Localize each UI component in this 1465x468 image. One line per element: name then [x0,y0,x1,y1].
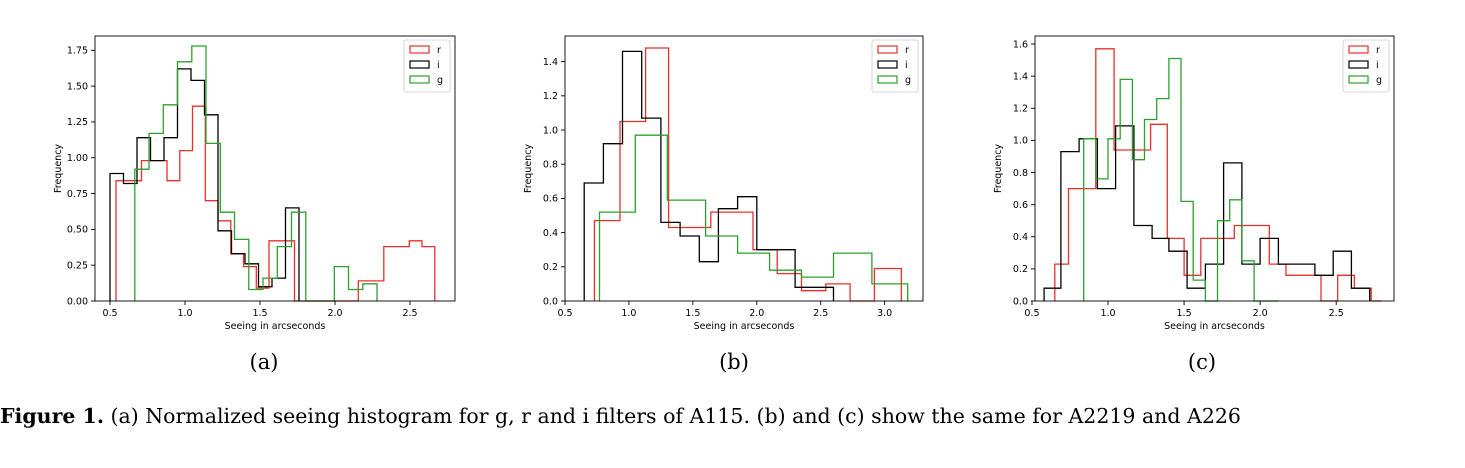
figure-caption-text: (a) Normalized seeing histogram for g, r… [103,404,1241,428]
histogram-chart-c: 0.5 1.0 1.5 2.0 2.5 0.0 0.2 0.4 0.6 0.8 1.0 1.2 1.4 1… [993,35,1395,332]
y-tick-label: 1.00 [67,153,88,164]
legend-label-i: i [905,60,908,71]
legend-swatch-r [409,45,430,54]
legend-swatch-g [877,75,898,84]
x-tick-label: 0.5 [557,308,572,319]
x-axis-label: Seeing in arcseconds [1164,321,1265,332]
legend-swatch-r [1348,45,1369,54]
y-tick-label: 1.4 [1013,71,1028,82]
legend-box [871,39,919,93]
x-tick-label: 2.0 [327,308,342,319]
x-tick-label: 2.0 [1253,308,1268,319]
plot-frame [94,35,456,302]
legend-swatch-i [409,60,430,69]
y-tick-label: 1.0 [543,125,558,136]
y-tick-label: 0.0 [1013,296,1028,307]
histogram-series-i [109,68,300,301]
plot-frame [564,35,924,302]
subfigure-label-b: (b) [719,350,749,374]
legend-box [1342,39,1390,93]
x-tick-label: 1.0 [177,308,192,319]
figure-caption: Figure 1. (a) Normalized seeing histogra… [0,404,1465,428]
y-tick-label: 1.2 [543,91,558,102]
y-tick-label: 0.75 [67,189,88,200]
legend-label-i: i [437,60,440,71]
y-tick-label: 0.2 [543,262,558,273]
plot-frame [1034,35,1395,302]
x-tick-label: 0.5 [1024,308,1039,319]
x-tick-label: 1.5 [1177,308,1192,319]
y-tick-label: 0.2 [1013,264,1028,275]
y-tick-label: 1.6 [1013,39,1028,50]
legend-swatch-r [877,45,898,54]
histogram-series-r [115,105,436,302]
legend-swatch-g [409,75,430,84]
y-tick-label: 0.00 [67,296,88,307]
y-tick-label: 1.25 [67,117,88,128]
legend-label-r: r [1376,45,1380,56]
x-tick-label: 2.0 [749,308,764,319]
legend: rig [1342,39,1390,93]
y-axis-label: Frequency [993,144,1004,193]
legend-label-g: g [1376,75,1382,86]
y-tick-label: 1.2 [1013,104,1028,115]
histogram-series-i [583,50,835,301]
y-tick-label: 1.0 [1013,136,1028,147]
y-tick-label: 0.8 [1013,168,1028,179]
histogram-series-g [134,45,378,302]
legend-swatch-g [1348,75,1369,84]
histogram-chart-a: 0.5 1.0 1.5 2.0 2.5 0.00 0.25 0.50 0.75 1.00 1.25 1… [53,35,456,332]
histogram-series-g [1083,57,1279,302]
y-tick-label: 0.6 [543,194,558,205]
y-tick-label: 0.4 [1013,232,1028,243]
y-axis-label: Frequency [523,144,534,193]
y-tick-label: 1.75 [67,46,88,57]
x-tick-label: 1.5 [252,308,267,319]
legend-label-i: i [1376,60,1379,71]
y-tick-label: 0.0 [543,296,558,307]
x-tick-label: 3.0 [877,308,892,319]
y-tick-label: 1.4 [543,57,558,68]
legend-swatch-i [1348,60,1369,69]
x-tick-label: 2.5 [1329,308,1344,319]
histogram-series-i [1043,125,1371,301]
subfigure-label-a: (a) [249,350,279,374]
figure-caption-label: Figure 1. [0,404,104,428]
histogram-series-r [1054,48,1382,302]
histogram-chart-b: 0.5 1.0 1.5 2.0 2.5 3.0 0.0 0.2 0.4 0.6 0.8 1.0 1.2 1… [523,35,924,332]
y-tick-label: 0.6 [1013,200,1028,211]
x-tick-label: 2.5 [813,308,828,319]
x-tick-label: 1.0 [1100,308,1115,319]
y-axis-label: Frequency [53,144,64,193]
x-tick-label: 1.0 [621,308,636,319]
histogram-series-g [598,134,909,301]
y-tick-label: 0.50 [67,225,88,236]
legend-label-r: r [437,45,441,56]
x-tick-label: 2.5 [402,308,417,319]
y-tick-label: 0.8 [543,160,558,171]
legend: rig [871,39,919,93]
legend-label-g: g [437,75,443,86]
x-tick-label: 0.5 [102,308,117,319]
legend-label-r: r [905,45,909,56]
histogram-series-r [593,47,902,302]
x-axis-label: Seeing in arcseconds [694,321,795,332]
legend-swatch-i [877,60,898,69]
y-tick-label: 1.50 [67,81,88,92]
y-tick-label: 0.4 [543,228,558,239]
legend-label-g: g [905,75,911,86]
legend-box [403,39,451,93]
x-tick-label: 1.5 [685,308,700,319]
y-tick-label: 0.25 [67,260,88,271]
x-axis-label: Seeing in arcseconds [225,321,326,332]
legend: rig [403,39,451,93]
subfigure-label-c: (c) [1187,350,1217,374]
